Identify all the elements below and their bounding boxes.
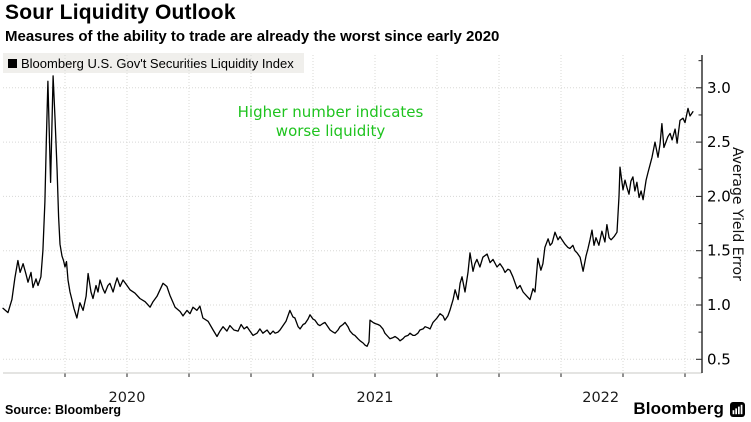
bloomberg-logo: Bloomberg xyxy=(633,399,745,419)
x-axis-year-label: 2022 xyxy=(582,390,619,406)
source-credit: Source: Bloomberg xyxy=(5,403,121,417)
bloomberg-logo-text: Bloomberg xyxy=(633,399,724,418)
liquidity-index-line xyxy=(2,75,694,347)
x-axis-year-label: 2020 xyxy=(109,390,146,406)
y-axis-tick-label: 1.0 xyxy=(707,296,731,314)
y-axis-tick-label: 3.0 xyxy=(707,79,731,97)
x-axis-year-label: 2021 xyxy=(357,390,394,406)
annotation-text: Higher number indicates worse liquidity xyxy=(228,103,433,141)
legend-label: Bloomberg U.S. Gov't Securities Liquidit… xyxy=(21,55,294,71)
legend-swatch-icon xyxy=(8,58,17,68)
page-title: Sour Liquidity Outlook xyxy=(5,1,236,24)
bloomberg-terminal-icon xyxy=(730,401,745,417)
y-axis-tick-label: 2.5 xyxy=(707,133,731,151)
y-axis-title: Average Yield Error xyxy=(729,147,745,281)
y-axis-tick-label: 2.0 xyxy=(707,187,731,205)
y-axis-tick-label: 1.5 xyxy=(707,242,731,260)
y-axis-tick-label: 0.5 xyxy=(707,350,731,368)
legend: Bloomberg U.S. Gov't Securities Liquidit… xyxy=(3,53,304,73)
annotation-line2: worse liquidity xyxy=(275,122,386,140)
page-subtitle: Measures of the ability to trade are alr… xyxy=(5,28,500,45)
annotation-line1: Higher number indicates xyxy=(237,103,424,121)
